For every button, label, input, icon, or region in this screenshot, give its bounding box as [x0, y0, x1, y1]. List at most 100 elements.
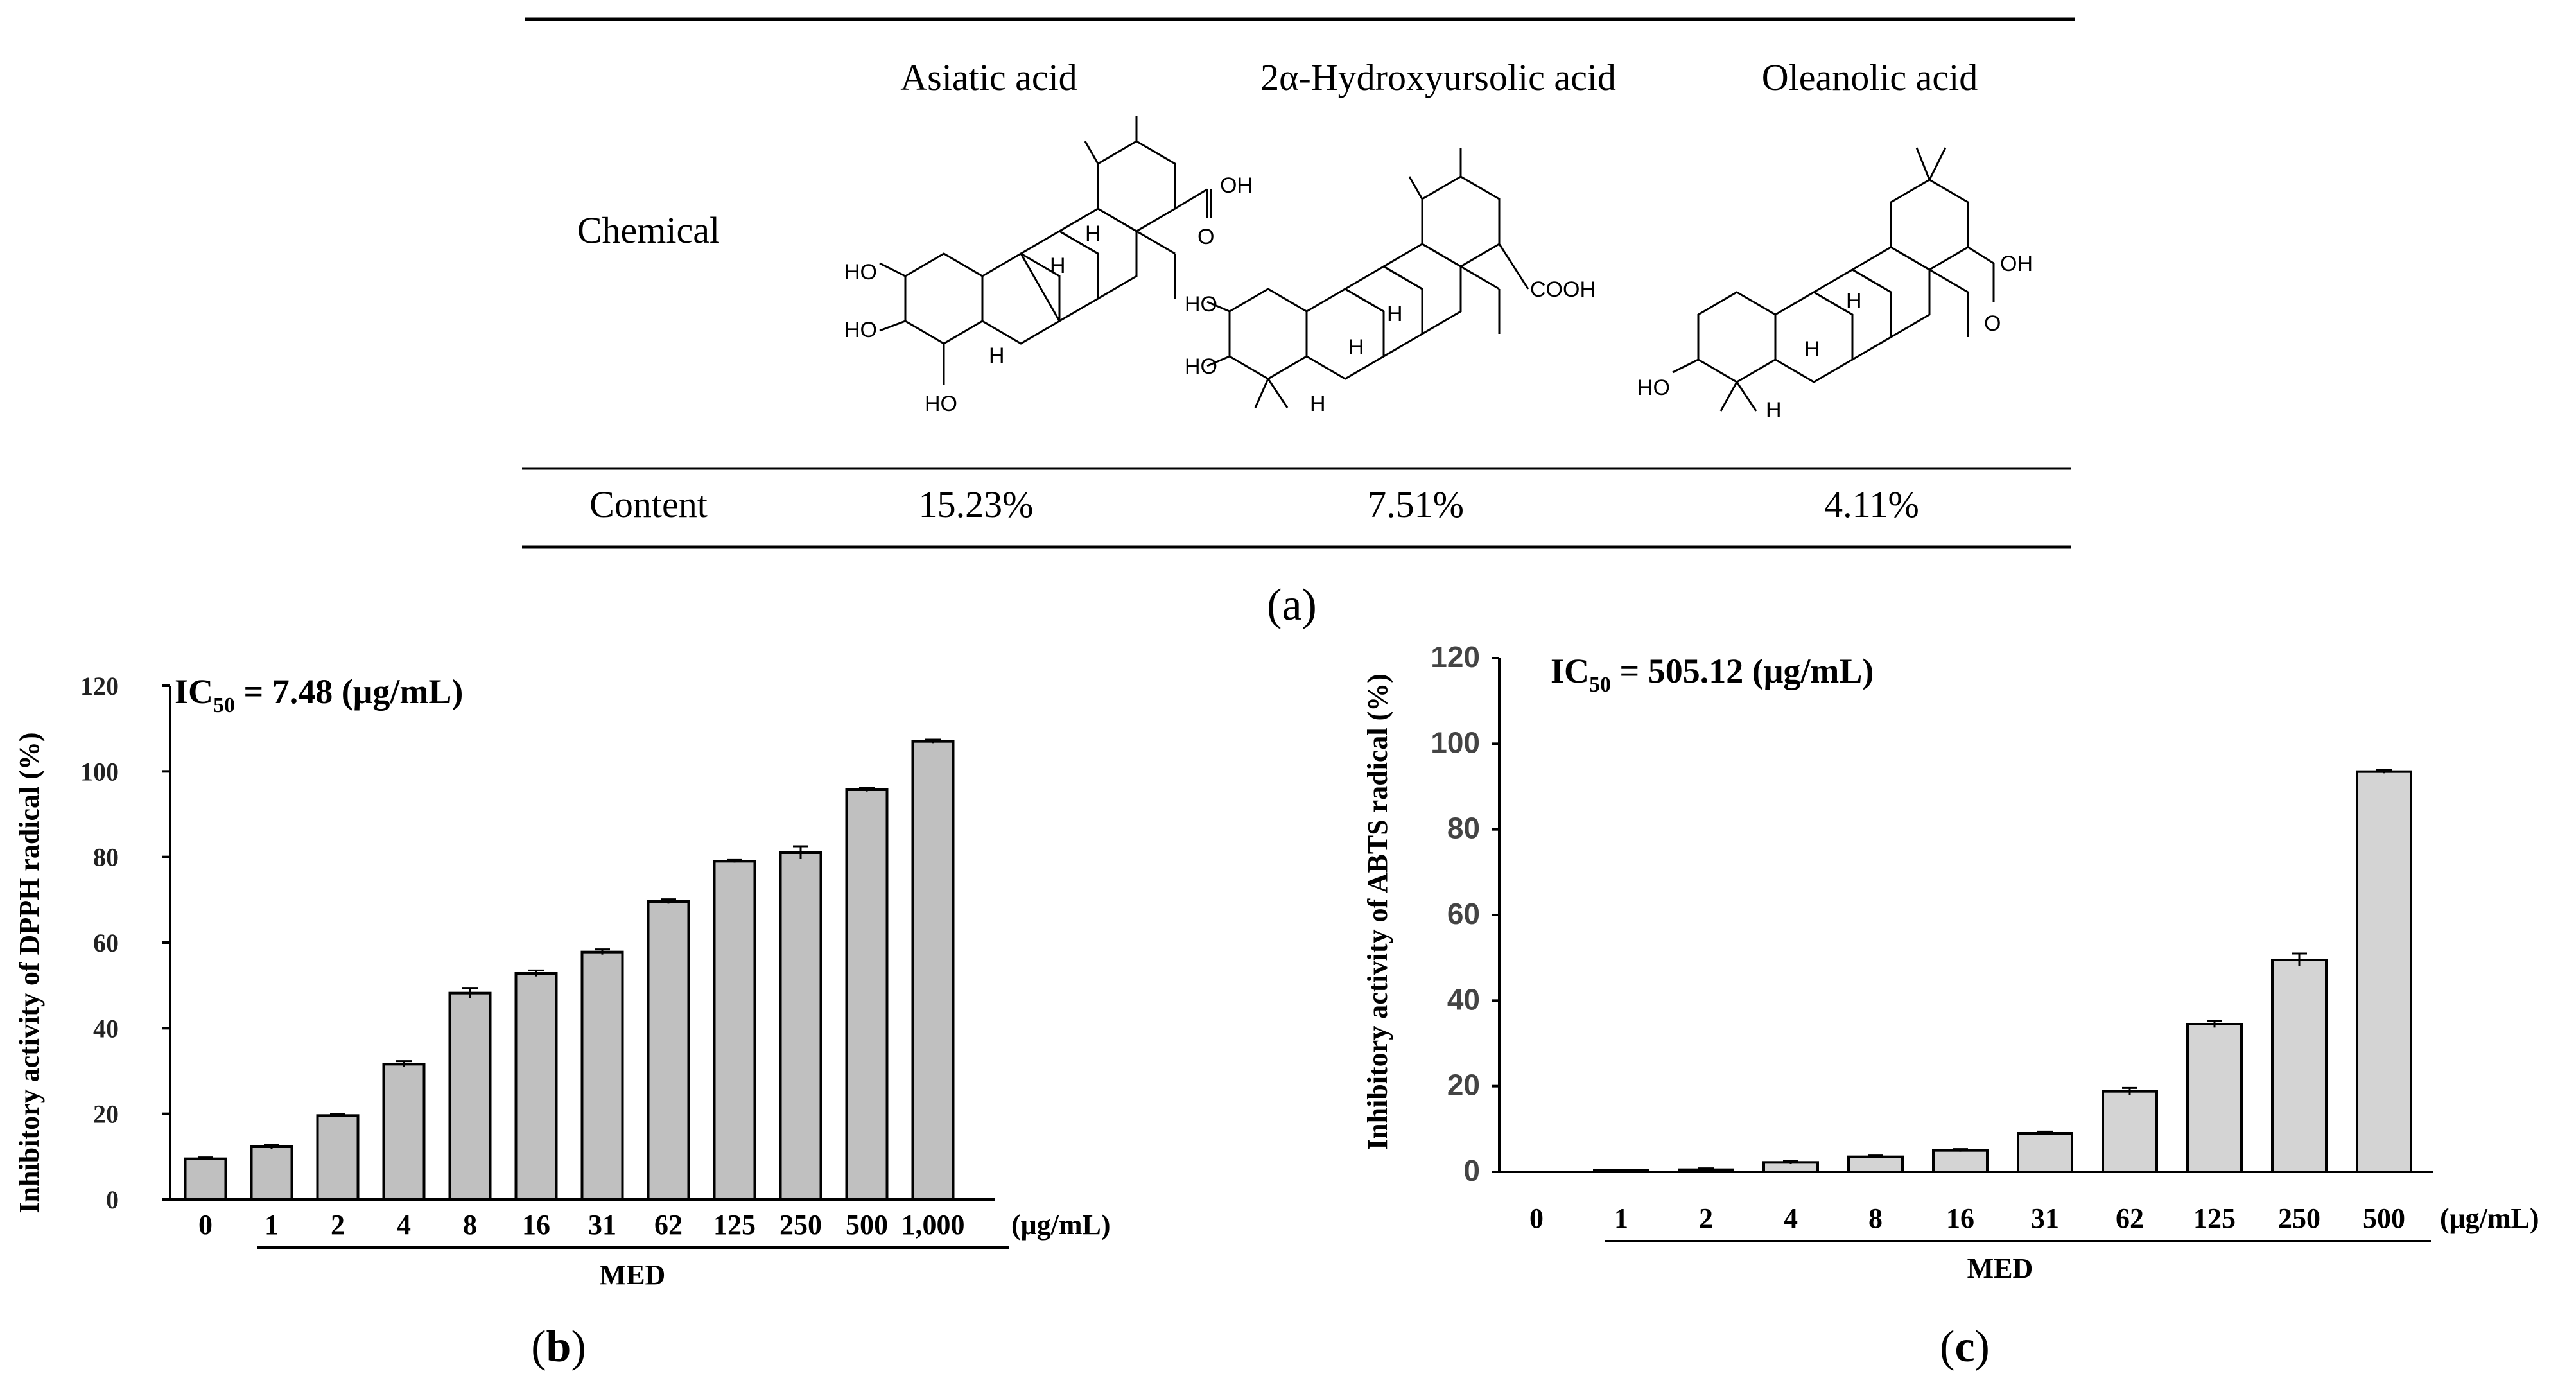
dpph-y-tick-label: 20 [93, 1100, 119, 1129]
abts-x-unit: (μg/mL) [2440, 1203, 2539, 1234]
dpph-bar [382, 1063, 426, 1201]
svg-text:HO: HO [844, 318, 877, 342]
dpph-x-tick-label: 250 [779, 1209, 822, 1241]
dpph-y-tick-label: 100 [80, 757, 119, 786]
abts-ic50-prefix: IC [1551, 652, 1589, 690]
dpph-bar [448, 991, 492, 1201]
panel-label-a: (a) [1267, 580, 1317, 630]
svg-text:H: H [1050, 254, 1066, 278]
svg-text:H: H [1348, 335, 1364, 360]
dpph-bar [250, 1145, 293, 1201]
abts-bar [2017, 1132, 2073, 1173]
dpph-ic50-subscript: 50 [213, 693, 235, 717]
svg-text:HO: HO [1185, 292, 1217, 317]
dpph-bar [911, 740, 955, 1201]
abts-x-tick-label: 1 [1614, 1203, 1628, 1234]
dpph-x-unit: (μg/mL) [1011, 1209, 1110, 1241]
abts-x-tick-label: 250 [2278, 1203, 2320, 1234]
svg-text:H: H [1804, 337, 1820, 361]
svg-text:H: H [1310, 392, 1326, 416]
row-label-content: Content [589, 483, 708, 525]
abts-bar [2186, 1023, 2243, 1173]
abts-bar [1932, 1149, 1989, 1173]
svg-text:H: H [989, 344, 1005, 368]
svg-text:OH: OH [1220, 173, 1253, 198]
svg-text:HO: HO [844, 260, 877, 284]
abts-x-tick-label: 4 [1784, 1203, 1798, 1234]
abts-y-tick-label: 0 [1463, 1154, 1480, 1187]
abts-x-axis-title: MED [1967, 1253, 2033, 1284]
svg-text:H: H [1387, 302, 1403, 326]
svg-text:OH: OH [2000, 252, 2033, 276]
hydroxyursolic-acid-structure: COOH HO HO H H H [1185, 148, 1596, 416]
abts-chart: Inhibitory activity of ABTS radical (%) … [1362, 640, 2539, 1372]
dpph-x-tick-label: 1,000 [901, 1209, 965, 1241]
abts-bar [2271, 959, 2328, 1173]
dpph-bar [779, 851, 822, 1201]
dpph-bar [647, 900, 690, 1201]
dpph-x-tick-label: 62 [654, 1209, 683, 1241]
abts-ic50-annotation: IC50 = 505.12 (μg/mL) [1551, 652, 1874, 697]
abts-plot-area: 0 20 40 60 80 100 120 0 1 2 4 8 16 31 62 125 250 500 [1431, 640, 2433, 1234]
svg-text:IC50 = 7.48 (μg/mL): IC50 = 7.48 (μg/mL) [175, 672, 463, 717]
dpph-x-axis-title: MED [600, 1259, 666, 1291]
compound-content-2: 7.51% [1368, 483, 1464, 525]
dpph-chart: Inhibitory activity of DPPH radical (%) … [13, 672, 1110, 1372]
oleanolic-acid-structure: OH O HO H H H [1637, 147, 2033, 422]
abts-bar [2102, 1090, 2158, 1173]
dpph-y-tick-label: 120 [80, 672, 119, 701]
asiatic-acid-structure: OH O HO HO HO H H H [844, 116, 1253, 416]
dpph-y-tick-label: 0 [106, 1185, 119, 1214]
abts-y-tick-label: 100 [1431, 726, 1480, 759]
abts-ic50-subscript: 50 [1589, 673, 1611, 697]
panel-label-b: (b) [531, 1322, 586, 1372]
dpph-x-tick-label: 31 [588, 1209, 616, 1241]
dpph-y-tick-label: 80 [93, 843, 119, 872]
abts-x-tick-label: 2 [1699, 1203, 1713, 1234]
abts-ic50-suffix: = 505.12 (μg/mL) [1611, 652, 1874, 690]
svg-text:COOH: COOH [1530, 277, 1596, 302]
svg-text:O: O [1984, 311, 2001, 336]
abts-x-tick-label: 62 [2116, 1203, 2144, 1234]
compound-name-3: Oleanolic acid [1762, 57, 1978, 98]
dpph-y-tick-label: 40 [93, 1014, 119, 1043]
abts-y-tick-label: 60 [1447, 897, 1480, 930]
svg-text:H: H [1766, 398, 1782, 422]
dpph-x-tick-label: 2 [331, 1209, 345, 1241]
abts-x-tick-label: 8 [1868, 1203, 1883, 1234]
svg-text:HO: HO [1185, 354, 1217, 379]
dpph-x-tick-label: 4 [397, 1209, 411, 1241]
svg-text:O: O [1197, 225, 1214, 249]
abts-x-tick-label: 0 [1529, 1203, 1544, 1234]
dpph-ic50-prefix: IC [175, 672, 213, 711]
abts-y-tick-label: 40 [1447, 982, 1480, 1016]
abts-x-tick-label: 500 [2363, 1203, 2405, 1234]
dpph-ic50-annotation: IC50 = 7.48 (μg/mL) [175, 672, 463, 717]
dpph-bar [713, 860, 756, 1201]
abts-bar [1847, 1155, 1904, 1173]
svg-text:IC50 = 505.12 (μg/mL): IC50 = 505.12 (μg/mL) [1551, 652, 1874, 697]
compound-content-3: 4.11% [1824, 483, 1919, 525]
compound-name-2: 2α-Hydroxyursolic acid [1260, 57, 1616, 98]
dpph-y-axis-title: Inhibitory activity of DPPH radical (%) [13, 732, 45, 1213]
compound-table: Chemical Content Asiatic acid 2α-Hydroxy… [522, 17, 2075, 630]
dpph-x-tick-label: 125 [713, 1209, 756, 1241]
dpph-bar [184, 1157, 227, 1201]
dpph-x-tick-label: 1 [265, 1209, 279, 1241]
dpph-bar [845, 788, 889, 1201]
panel-label-c: (c) [1940, 1322, 1990, 1372]
svg-text:HO: HO [1637, 376, 1670, 400]
abts-bar [2356, 770, 2412, 1173]
abts-x-tick-label: 31 [2031, 1203, 2059, 1234]
abts-y-axis-title: Inhibitory activity of ABTS radical (%) [1362, 674, 1393, 1150]
abts-y-tick-label: 120 [1431, 640, 1480, 674]
dpph-plot-area: 0 20 40 60 80 100 120 0 1 2 4 8 16 31 62 125 250 500 1,000 [80, 672, 995, 1241]
svg-text:HO: HO [925, 392, 957, 416]
abts-y-tick-label: 20 [1447, 1068, 1480, 1102]
dpph-x-tick-label: 500 [846, 1209, 888, 1241]
compound-content-1: 15.23% [919, 483, 1034, 525]
dpph-x-tick-label: 16 [522, 1209, 550, 1241]
dpph-x-tick-label: 0 [198, 1209, 213, 1241]
abts-x-tick-label: 125 [2193, 1203, 2236, 1234]
